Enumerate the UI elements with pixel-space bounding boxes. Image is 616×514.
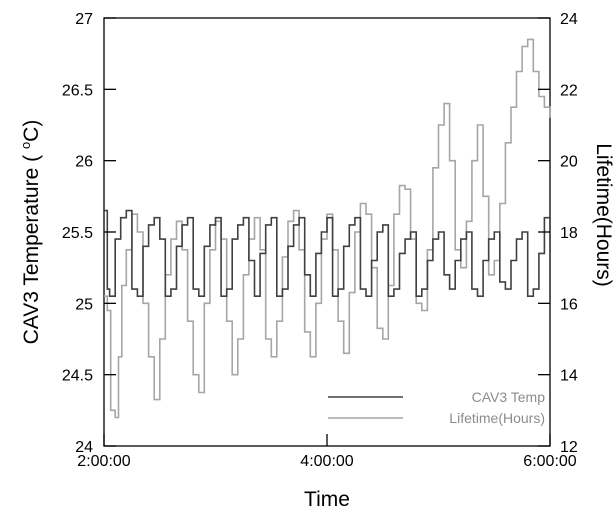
right-tick-label: 24 (560, 11, 578, 28)
x-axis-title: Time (304, 488, 350, 511)
right-tick-label: 16 (560, 296, 578, 313)
x-tick-label: 2:00:00 (77, 453, 130, 470)
series-layer (104, 38, 551, 419)
tick-layer: 2424.52525.52626.527121416182022242:00:0… (62, 11, 578, 470)
legend: CAV3 Temp Lifetime(Hours) (328, 389, 545, 426)
left-tick-label: 24.5 (62, 368, 93, 385)
right-tick-label: 14 (560, 368, 578, 385)
legend-label-lifetime: Lifetime(Hours) (449, 410, 545, 426)
left-tick-label: 26.5 (62, 82, 93, 99)
left-axis-title-pre: CAV3 Temperature ( (20, 149, 43, 344)
x-tick-label: 4:00:00 (300, 453, 353, 470)
right-tick-label: 12 (560, 439, 578, 456)
left-axis-title: CAV3 Temperature ( oC) (18, 120, 43, 345)
left-axis-title-superscript: o (18, 142, 33, 149)
left-axis-title-post: C) (20, 120, 43, 142)
series-line-cav3-temp (104, 209, 551, 304)
right-axis-title: Lifetime(Hours) (592, 143, 615, 287)
right-tick-label: 22 (560, 82, 578, 99)
right-tick-label: 18 (560, 225, 578, 242)
legend-label-cav3-temp: CAV3 Temp (472, 389, 546, 405)
right-tick-label: 20 (560, 154, 578, 171)
left-tick-label: 24 (75, 439, 93, 456)
left-tick-label: 26 (75, 154, 93, 171)
left-tick-label: 25 (75, 296, 93, 313)
left-tick-label: 27 (75, 11, 93, 28)
left-tick-label: 25.5 (62, 225, 93, 242)
x-tick-label: 6:00:00 (523, 453, 576, 470)
